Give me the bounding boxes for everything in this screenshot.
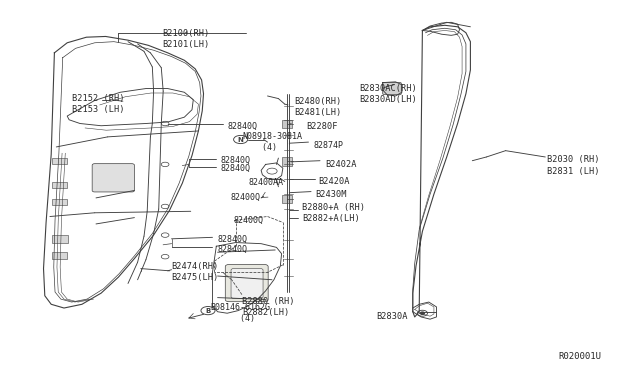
FancyBboxPatch shape [231, 269, 263, 298]
Text: B2880+A (RH)
B2882+A(LH): B2880+A (RH) B2882+A(LH) [302, 203, 365, 223]
FancyBboxPatch shape [225, 264, 268, 302]
Text: B2030 (RH)
B2831 (LH): B2030 (RH) B2831 (LH) [547, 155, 600, 176]
Text: B: B [205, 308, 211, 314]
Text: 82400Q: 82400Q [230, 193, 260, 202]
Text: B2280F: B2280F [306, 122, 337, 131]
FancyBboxPatch shape [92, 164, 134, 192]
Bar [282, 157, 292, 166]
Text: B2830AC(RH)
B2830AD(LH): B2830AC(RH) B2830AD(LH) [360, 84, 417, 104]
FancyBboxPatch shape [383, 83, 401, 94]
Text: 82840Q: 82840Q [227, 122, 257, 131]
Text: B2480(RH)
B2481(LH): B2480(RH) B2481(LH) [294, 97, 342, 117]
Bar [52, 158, 67, 164]
Text: 82840Q: 82840Q [221, 164, 251, 173]
Text: B2880 (RH)
B2882(LH): B2880 (RH) B2882(LH) [242, 297, 294, 317]
Bar [282, 195, 292, 203]
Circle shape [420, 312, 424, 314]
Text: R020001U: R020001U [559, 352, 602, 361]
Text: 82874P: 82874P [314, 141, 344, 150]
Text: B2100(RH)
B2101(LH): B2100(RH) B2101(LH) [162, 29, 209, 49]
Text: B2152 (RH)
B2153 (LH): B2152 (RH) B2153 (LH) [72, 94, 124, 114]
Text: 82840Q: 82840Q [218, 235, 248, 244]
Bar [52, 182, 67, 188]
Text: N08918-3081A
    (4): N08918-3081A (4) [242, 132, 302, 152]
Bar [52, 252, 67, 259]
Text: B2830A: B2830A [376, 312, 408, 321]
Text: B2420A: B2420A [319, 177, 350, 186]
Text: 82840Q: 82840Q [218, 245, 248, 254]
Text: 82400Q: 82400Q [234, 216, 264, 225]
Bar [52, 199, 67, 205]
Bar [282, 120, 292, 128]
Text: B2474(RH)
B2475(LH): B2474(RH) B2475(LH) [172, 262, 219, 282]
Text: 82400AA: 82400AA [248, 178, 284, 187]
Bar [52, 235, 68, 243]
Text: 82840Q: 82840Q [221, 156, 251, 165]
Text: B2430M: B2430M [315, 190, 346, 199]
Text: B08146-6162G
      (4): B08146-6162G (4) [210, 303, 270, 323]
Text: N: N [237, 137, 244, 142]
Text: B2402A: B2402A [325, 160, 356, 169]
